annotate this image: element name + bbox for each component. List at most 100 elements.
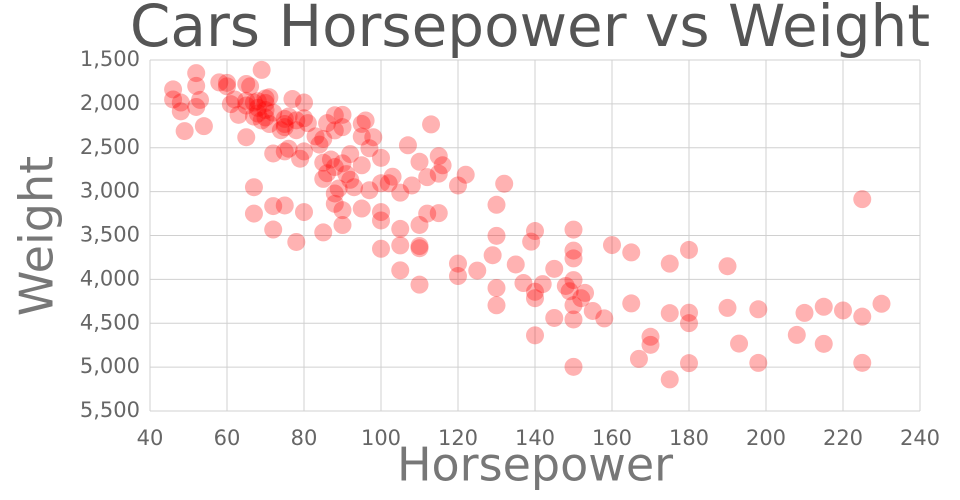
point — [187, 64, 206, 83]
point — [449, 176, 467, 195]
point — [680, 303, 698, 322]
point — [495, 174, 514, 193]
point — [221, 95, 240, 114]
point — [287, 121, 306, 140]
point — [391, 183, 410, 202]
point — [595, 309, 614, 328]
point — [295, 142, 313, 161]
point — [225, 90, 244, 109]
point — [787, 325, 806, 344]
point — [164, 80, 183, 99]
point — [321, 150, 340, 169]
point — [306, 127, 325, 146]
point — [564, 296, 583, 315]
point — [341, 145, 360, 164]
point — [229, 105, 248, 124]
point — [506, 255, 525, 274]
point — [341, 170, 360, 189]
point — [345, 178, 364, 197]
point — [603, 236, 621, 255]
point — [372, 203, 390, 222]
point — [418, 168, 437, 187]
y-axis-label: Weight — [10, 156, 64, 316]
chart-title: Cars Horsepower vs Weight — [130, 0, 930, 60]
point — [526, 289, 544, 308]
point — [360, 139, 379, 158]
point — [660, 254, 679, 273]
point — [429, 147, 448, 166]
x-tick-label: 40 — [137, 426, 164, 450]
point — [433, 156, 452, 175]
x-tick-label: 80 — [291, 426, 318, 450]
point — [641, 335, 660, 354]
point — [410, 237, 429, 256]
point — [372, 174, 390, 193]
point — [295, 93, 313, 112]
point — [260, 88, 279, 107]
point — [372, 239, 390, 258]
point — [564, 310, 583, 329]
point — [572, 289, 591, 308]
point — [468, 261, 487, 280]
point — [295, 109, 313, 128]
point — [576, 283, 595, 302]
point — [545, 308, 564, 327]
point — [564, 249, 583, 268]
point — [853, 307, 872, 326]
x-tick-label: 140 — [515, 426, 555, 450]
point — [545, 259, 564, 278]
point — [314, 129, 333, 148]
point — [718, 257, 737, 276]
point — [533, 275, 552, 294]
point — [218, 77, 236, 96]
point — [171, 102, 190, 121]
point — [749, 300, 768, 319]
y-tick-label: 3,000 — [80, 179, 140, 203]
point — [318, 114, 337, 133]
point — [352, 114, 371, 133]
point — [526, 326, 544, 345]
point — [187, 97, 206, 116]
point — [287, 232, 306, 251]
point — [564, 220, 583, 239]
point — [187, 76, 206, 95]
point — [264, 197, 283, 216]
point — [325, 184, 344, 203]
point — [244, 93, 263, 112]
point — [275, 196, 294, 215]
point — [795, 303, 814, 322]
point — [564, 241, 583, 260]
point — [298, 114, 317, 133]
x-tick-label: 220 — [823, 426, 863, 450]
point — [522, 232, 541, 251]
point — [834, 301, 852, 320]
point — [337, 165, 356, 184]
point — [583, 301, 602, 320]
point — [218, 73, 236, 92]
point — [352, 156, 371, 175]
point — [391, 219, 410, 238]
point — [252, 60, 271, 79]
point — [171, 93, 190, 112]
point — [175, 122, 194, 141]
point — [275, 109, 294, 128]
point — [248, 98, 267, 117]
point — [310, 135, 329, 154]
point — [556, 276, 575, 295]
point — [680, 354, 698, 373]
y-tick-label: 2,500 — [80, 135, 140, 159]
x-tick-label: 160 — [592, 426, 632, 450]
point — [248, 92, 267, 111]
point — [410, 152, 429, 171]
point — [287, 111, 306, 130]
point — [526, 222, 544, 241]
y-tick-label: 3,500 — [80, 223, 140, 247]
point — [244, 178, 263, 197]
point — [275, 118, 294, 137]
point — [333, 118, 352, 137]
point — [256, 93, 275, 112]
point — [449, 254, 467, 273]
point — [383, 167, 402, 186]
point — [264, 144, 283, 163]
point — [372, 148, 390, 167]
